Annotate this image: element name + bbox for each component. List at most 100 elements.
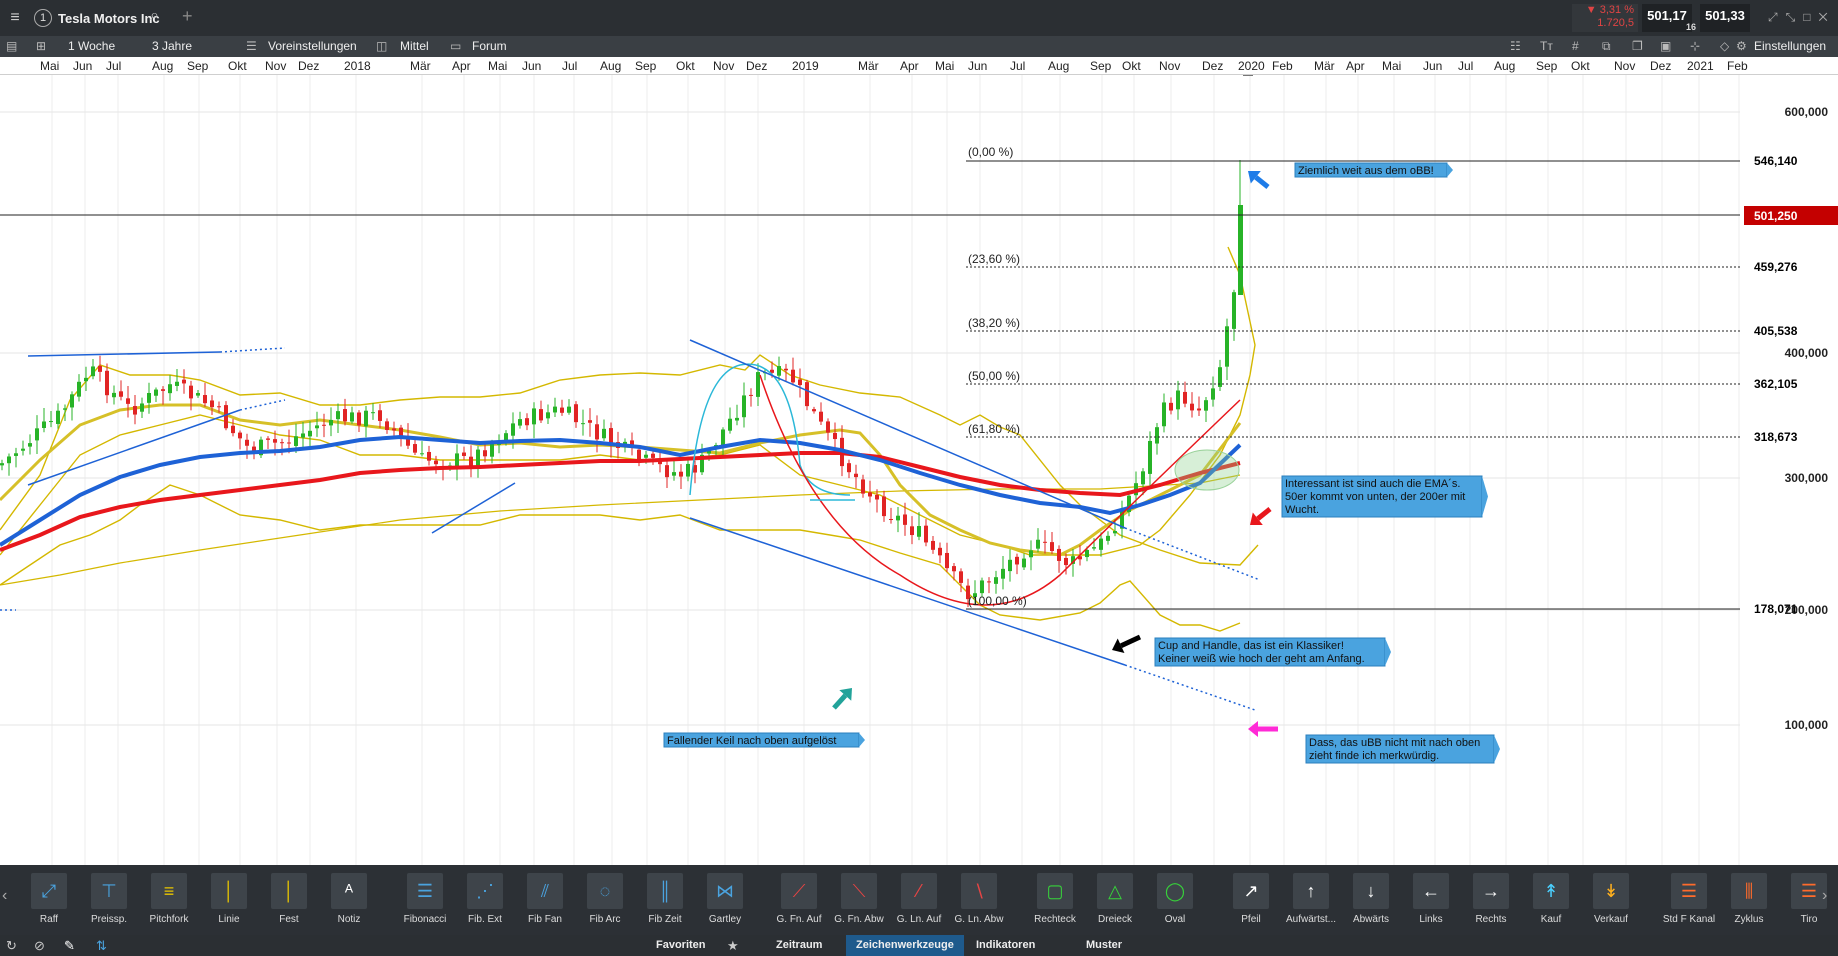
tool-pitchfork[interactable]: ≡ Pitchfork <box>140 873 198 933</box>
candle-body <box>1092 547 1096 549</box>
candle-body <box>1001 568 1005 579</box>
tab-drawing-tools[interactable]: Zeichenwerkzeuge <box>846 935 964 956</box>
date-axis-label: 2018 <box>344 59 371 73</box>
chat-icon[interactable]: ▭ <box>450 39 462 53</box>
tool-fib-fan[interactable]: ⫽ Fib Fan <box>516 873 574 933</box>
tool-std-f-kanal[interactable]: ☰ Std F Kanal <box>1660 873 1718 933</box>
tool-fib-arc[interactable]: ◌ Fib Arc <box>576 873 634 933</box>
tool-aufw-rtst-[interactable]: ↑ Aufwärtst... <box>1282 873 1340 933</box>
candle-body <box>7 456 11 464</box>
candle-body <box>70 394 74 408</box>
tool-fib-ext[interactable]: ⋰ Fib. Ext <box>456 873 514 933</box>
layout-icon[interactable]: ⊞ <box>36 39 47 53</box>
tirone-icon: ☰ <box>1791 873 1827 909</box>
settings-icon[interactable]: ⚙ <box>1736 39 1747 53</box>
settings-button[interactable]: Einstellungen <box>1754 39 1827 53</box>
add-tab-icon[interactable]: + <box>182 6 193 26</box>
disable-icon[interactable]: ⊘ <box>34 938 45 953</box>
pen-icon[interactable]: ✎ <box>64 938 75 953</box>
tool-notiz[interactable]: ᴬ Notiz <box>320 873 378 933</box>
grid-icon[interactable]: # <box>1572 39 1579 53</box>
sort-icon[interactable]: ⇅ <box>96 938 107 953</box>
print-icon[interactable]: ▣ <box>1660 39 1672 53</box>
date-axis-label: Jul <box>106 59 122 73</box>
target-icon[interactable]: ⊹ <box>1690 39 1701 53</box>
tool-g-ln-auf[interactable]: ⁄ G. Ln. Auf <box>890 873 948 933</box>
arrow-red-icon <box>1256 507 1272 521</box>
tool-verkauf[interactable]: ↡ Verkauf <box>1582 873 1640 933</box>
star-icon[interactable]: ★ <box>727 938 739 953</box>
tab-patterns[interactable]: Muster <box>1086 939 1123 951</box>
tool-tiro[interactable]: ☰ Tiro <box>1780 873 1838 933</box>
price-marker-label: 459,276 <box>1754 260 1798 274</box>
scroll-left-icon[interactable]: ‹ <box>2 887 8 904</box>
down-arrow-icon: ↓ <box>1353 873 1389 909</box>
price-chart[interactable]: (0,00 %) 546,140 (23,60 %) 459,276 (38,20 %)… <box>0 75 1838 865</box>
compare-icon[interactable]: ⧉ <box>1602 39 1611 53</box>
copy-icon[interactable]: ❐ <box>1632 39 1643 53</box>
forum-button[interactable]: Forum <box>472 39 507 53</box>
tool-links[interactable]: ← Links <box>1402 873 1460 933</box>
price-marker-label: 405,538 <box>1754 324 1798 338</box>
refresh-icon[interactable]: ↻ <box>6 938 17 953</box>
std-channel-icon: ☰ <box>1671 873 1707 909</box>
tool-g-ln-abw[interactable]: ∖ G. Ln. Abw <box>950 873 1008 933</box>
tool-linie[interactable]: │ Linie <box>200 873 258 933</box>
tool-pfeil[interactable]: ↗ Pfeil <box>1222 873 1280 933</box>
ask-price[interactable]: 501,33 <box>1700 4 1750 32</box>
sliders-icon[interactable]: ☰ <box>246 39 257 53</box>
tool-fib-zeit[interactable]: ║ Fib Zeit <box>636 873 694 933</box>
tool-preissp-[interactable]: ⊤ Preissp. <box>80 873 138 933</box>
candlesticks <box>0 160 1243 608</box>
tool-raff[interactable]: ⤢ Raff <box>20 873 78 933</box>
search-icon[interactable]: ⌕ <box>150 7 159 24</box>
instrument-name[interactable]: Tesla Motors Inc <box>58 11 160 26</box>
scroll-right-icon[interactable]: › <box>1822 887 1828 904</box>
window-controls[interactable]: ⤢⤡□✕ <box>1768 10 1836 24</box>
title-bar: ≡ 1 Tesla Motors Inc ⌕ + ▼ 3,31 % 1.720,… <box>0 0 1838 36</box>
price-marker-label: 318,673 <box>1754 430 1798 444</box>
fixed-line-icon: │ <box>271 873 307 909</box>
candle-body <box>721 429 725 446</box>
tool-oval[interactable]: ◯ Oval <box>1146 873 1204 933</box>
tool-rechteck[interactable]: ▢ Rechteck <box>1026 873 1084 933</box>
tool-kauf[interactable]: ↟ Kauf <box>1522 873 1580 933</box>
size-select[interactable]: Mittel <box>400 39 429 53</box>
range-select[interactable]: 3 Jahre <box>152 39 193 53</box>
tab-indicators[interactable]: Indikatoren <box>976 939 1036 951</box>
panel-icon[interactable]: ▤ <box>6 39 18 53</box>
tool-abw-rts[interactable]: ↓ Abwärts <box>1342 873 1400 933</box>
candle-body <box>1183 391 1187 404</box>
fib-extension-icon: ⋰ <box>467 873 503 909</box>
text-size-icon[interactable]: Tт <box>1540 39 1553 53</box>
tool-fibonacci[interactable]: ☰ Fibonacci <box>396 873 454 933</box>
price-marker-bg <box>1752 322 1816 339</box>
interval-select[interactable]: 1 Woche <box>68 39 116 53</box>
date-axis-label: Mai <box>935 59 955 73</box>
hamburger-icon[interactable]: ≡ <box>10 9 20 26</box>
presets-button[interactable]: Voreinstellungen <box>268 39 357 53</box>
tool-g-fn-auf[interactable]: ⟋ G. Fn. Auf <box>770 873 828 933</box>
tool-g-fn-abw[interactable]: ⟍ G. Fn. Abw <box>830 873 888 933</box>
eraser-icon[interactable]: ◇ <box>1720 39 1730 53</box>
oval-icon: ◯ <box>1157 873 1193 909</box>
change-absolute: 1.720,5 <box>1597 17 1634 29</box>
tool-rechts[interactable]: → Rechts <box>1462 873 1520 933</box>
arrow-teal-icon <box>832 693 848 710</box>
size-icon[interactable]: ◫ <box>376 39 388 53</box>
date-axis-label: Dez <box>1650 59 1672 73</box>
tab-timeframe[interactable]: Zeitraum <box>776 939 823 951</box>
candle-body <box>1043 541 1047 543</box>
date-axis-label: Jul <box>1010 59 1026 73</box>
tool-fest[interactable]: │ Fest <box>260 873 318 933</box>
candle-body <box>1238 205 1243 295</box>
tool-zyklus[interactable]: ⫼ Zyklus <box>1720 873 1778 933</box>
bid-price[interactable]: 501,17 <box>1642 4 1692 32</box>
crosshair-icon[interactable]: ☷ <box>1510 39 1521 53</box>
price-marker-bg <box>1752 428 1816 445</box>
tab-favorites[interactable]: Favoriten <box>656 939 706 951</box>
tool-dreieck[interactable]: △ Dreieck <box>1086 873 1144 933</box>
tool-gartley[interactable]: ⋈ Gartley <box>696 873 754 933</box>
instrument-index-badge[interactable]: 1 <box>34 9 52 27</box>
date-axis-label: Apr <box>452 59 471 73</box>
